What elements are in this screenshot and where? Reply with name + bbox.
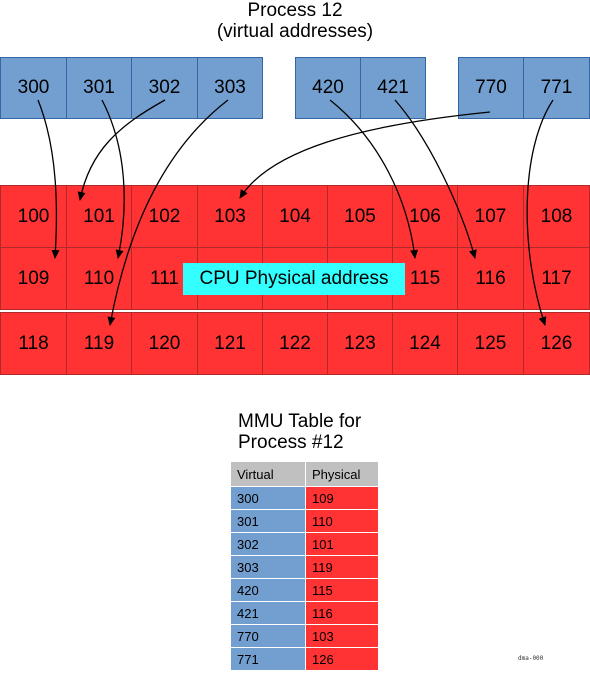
virtual-cell-303: 303 <box>197 57 263 119</box>
mmu-title-line1: MMU Table for <box>238 411 362 432</box>
physical-cell: 125 <box>457 312 524 375</box>
mmu-virtual-cell: 301 <box>230 509 306 533</box>
mmu-table-title: MMU Table for Process #12 <box>238 411 361 453</box>
physical-cell: 120 <box>131 312 198 375</box>
mmu-physical-cell: 119 <box>305 555 379 579</box>
arrow-420-to-115 <box>329 99 419 259</box>
diagram-title-line1: Process 12 <box>247 0 343 21</box>
mmu-virtual-cell: 421 <box>230 601 306 625</box>
arrow-770-to-103 <box>239 111 491 199</box>
mmu-virtual-cell: 303 <box>230 555 306 579</box>
table-row: 421 116 <box>230 601 379 625</box>
diagram-title-line2: (virtual addresses) <box>216 21 374 42</box>
mmu-virtual-cell: 771 <box>230 647 306 671</box>
physical-cell: 124 <box>392 312 458 375</box>
mapping-arrows <box>37 99 554 326</box>
arrow-301-to-110 <box>101 99 125 259</box>
mmu-header-row: Virtual Physical <box>230 461 379 487</box>
arrow-421-to-116 <box>394 99 477 259</box>
virtual-cell-300: 300 <box>0 57 67 119</box>
figure-footnote: dma-000 <box>518 655 544 662</box>
mmu-physical-cell: 109 <box>305 486 379 510</box>
mmu-table: Virtual Physical 300 109 301 110 302 101 30… <box>230 461 379 671</box>
arrow-300-to-109 <box>37 99 60 259</box>
virtual-cell-421: 421 <box>360 57 426 119</box>
arrow-302-to-101 <box>77 99 166 201</box>
arrow-303-to-119 <box>107 99 229 326</box>
mmu-virtual-cell: 770 <box>230 624 306 648</box>
virtual-cell-771: 771 <box>523 57 590 119</box>
physical-cell: 126 <box>523 312 590 375</box>
physical-cell: 105 <box>327 185 393 248</box>
table-row: 301 110 <box>230 509 379 533</box>
physical-cell: 121 <box>197 312 263 375</box>
mmu-title-line2: Process #12 <box>238 432 344 453</box>
cpu-physical-address-label: CPU Physical address <box>183 263 405 295</box>
virtual-cell-301: 301 <box>66 57 132 119</box>
physical-cell: 117 <box>523 247 590 310</box>
table-row: 300 109 <box>230 486 379 510</box>
mmu-virtual-cell: 420 <box>230 578 306 602</box>
table-row: 303 119 <box>230 555 379 579</box>
virtual-cell-420: 420 <box>295 57 361 119</box>
physical-cell: 119 <box>66 312 132 375</box>
mmu-header-virtual: Virtual <box>230 461 306 487</box>
mmu-physical-cell: 103 <box>305 624 379 648</box>
mmu-physical-cell: 126 <box>305 647 379 671</box>
physical-cell: 122 <box>262 312 328 375</box>
table-row: 420 115 <box>230 578 379 602</box>
arrow-771-to-126 <box>526 99 554 326</box>
virtual-cell-770: 770 <box>458 57 524 119</box>
physical-cell: 106 <box>392 185 458 248</box>
mmu-physical-cell: 110 <box>305 509 379 533</box>
mmu-virtual-cell: 300 <box>230 486 306 510</box>
mmu-physical-cell: 116 <box>305 601 379 625</box>
mmu-virtual-cell: 302 <box>230 532 306 556</box>
physical-cell: 116 <box>457 247 524 310</box>
mmu-physical-cell: 115 <box>305 578 379 602</box>
physical-cell: 118 <box>0 312 67 375</box>
physical-cell: 123 <box>327 312 393 375</box>
table-row: 770 103 <box>230 624 379 648</box>
table-row: 302 101 <box>230 532 379 556</box>
mmu-header-physical: Physical <box>305 461 379 487</box>
physical-cell: 107 <box>457 185 524 248</box>
table-row: 771 126 <box>230 647 379 671</box>
mmu-physical-cell: 101 <box>305 532 379 556</box>
physical-cell: 103 <box>197 185 263 248</box>
virtual-cell-302: 302 <box>131 57 198 119</box>
